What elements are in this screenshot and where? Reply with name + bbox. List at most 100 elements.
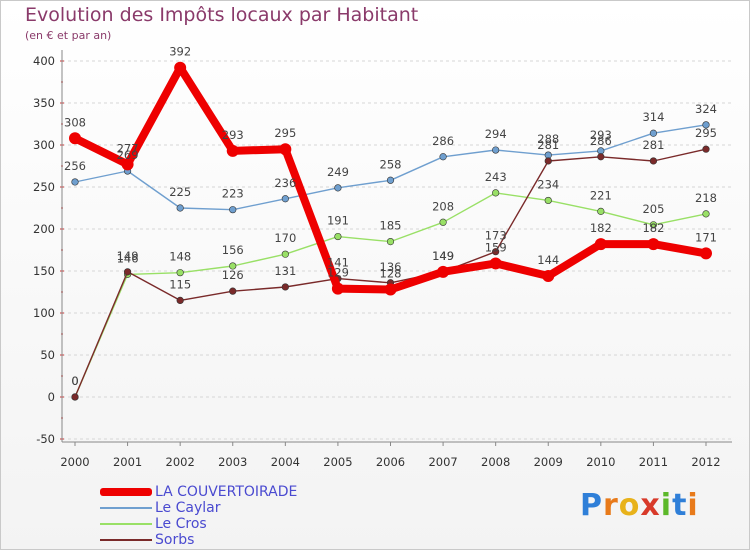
x-tick-label: 2001 <box>113 455 142 469</box>
x-tick-label: 2003 <box>218 455 247 469</box>
x-tick-label: 2007 <box>428 455 457 469</box>
data-label: 156 <box>222 243 244 257</box>
x-tick-label: 2004 <box>271 455 300 469</box>
data-label: 258 <box>380 157 402 171</box>
data-point <box>700 247 712 260</box>
data-label: 295 <box>695 126 717 140</box>
x-tick-label: 2012 <box>691 455 720 469</box>
legend-item: Le Cros <box>100 516 430 532</box>
data-point <box>492 248 500 256</box>
data-label: 0 <box>71 374 78 388</box>
data-point <box>492 189 500 197</box>
legend-item: Sorbs <box>100 532 430 548</box>
data-point <box>334 232 342 241</box>
data-point <box>176 204 184 212</box>
data-label: 182 <box>590 221 612 235</box>
data-label: 170 <box>274 231 296 245</box>
data-point <box>281 283 289 291</box>
data-point <box>334 184 342 192</box>
data-label: 295 <box>274 126 296 140</box>
data-point <box>226 144 239 157</box>
data-label: 324 <box>695 102 717 116</box>
chart-title: Evolution des Impôts locaux par Habitant <box>25 4 419 26</box>
data-label: 286 <box>432 134 454 148</box>
y-tick-label: 350 <box>33 96 55 110</box>
data-label: 185 <box>380 219 402 233</box>
data-label: 286 <box>590 134 612 148</box>
data-label: 308 <box>64 115 86 129</box>
y-tick-label: 100 <box>33 306 55 320</box>
data-point <box>69 132 81 145</box>
legend-swatch <box>100 507 152 509</box>
data-label: 149 <box>432 249 454 263</box>
y-tick-label: 250 <box>33 180 55 194</box>
data-point <box>437 265 450 278</box>
data-point <box>386 176 395 184</box>
data-point <box>439 153 447 161</box>
data-point <box>71 178 79 186</box>
data-point <box>649 157 658 165</box>
x-tick-label: 2000 <box>60 455 89 469</box>
x-tick-label: 2005 <box>323 455 352 469</box>
legend-label: Sorbs <box>155 532 195 548</box>
data-point <box>647 238 660 251</box>
x-tick-label: 2006 <box>376 455 405 469</box>
data-label: 136 <box>380 260 402 274</box>
data-point <box>279 143 292 156</box>
data-point <box>702 210 710 218</box>
data-label: 0 <box>71 374 78 388</box>
data-point <box>229 287 237 295</box>
data-point <box>281 195 289 203</box>
data-point <box>542 270 555 283</box>
data-point <box>71 393 79 401</box>
legend-item: Le Caylar <box>100 500 430 516</box>
data-point <box>492 146 500 154</box>
y-tick-label: -50 <box>36 432 55 446</box>
data-label: 243 <box>485 170 507 184</box>
legend-item: LA COUVERTOIRADE <box>100 484 430 500</box>
data-point <box>331 282 344 295</box>
y-tick-label: 50 <box>40 348 55 362</box>
data-point <box>702 145 710 153</box>
data-label: 293 <box>222 128 244 142</box>
y-tick-label: 0 <box>48 390 55 404</box>
y-tick-label: 200 <box>33 222 55 236</box>
data-point <box>702 121 710 129</box>
legend-label: Le Cros <box>155 516 207 532</box>
data-label: 269 <box>117 148 139 162</box>
x-tick-label: 2008 <box>481 455 510 469</box>
chart-legend: LA COUVERTOIRADE Le Caylar Le Cros Sorbs <box>100 484 430 548</box>
legend-label: LA COUVERTOIRADE <box>155 484 298 500</box>
data-label: 277 <box>117 141 139 155</box>
data-point <box>597 153 605 161</box>
legend-swatch <box>100 523 152 525</box>
y-tick-label: 400 <box>33 54 55 68</box>
data-label: 149 <box>432 249 454 263</box>
data-label: 281 <box>537 138 559 152</box>
legend-swatch <box>100 539 152 541</box>
data-point <box>544 196 552 205</box>
data-label: 293 <box>590 128 612 142</box>
data-label: 126 <box>222 268 244 282</box>
data-label: 218 <box>695 191 717 205</box>
data-point <box>176 269 184 277</box>
data-point <box>174 61 187 74</box>
data-label: 205 <box>642 202 664 216</box>
data-label: 182 <box>642 221 664 235</box>
data-point <box>121 158 134 171</box>
y-tick-label: 300 <box>33 138 55 152</box>
data-label: 141 <box>327 256 349 270</box>
data-label: 173 <box>485 229 507 243</box>
data-point <box>544 157 552 165</box>
data-label: 225 <box>169 185 191 199</box>
data-label: 131 <box>274 264 296 278</box>
data-label: 208 <box>432 199 454 213</box>
data-point <box>489 257 502 270</box>
data-point <box>176 296 184 305</box>
data-label: 149 <box>117 249 139 263</box>
data-label: 171 <box>695 230 717 244</box>
legend-swatch <box>100 488 152 496</box>
data-label: 115 <box>169 277 191 291</box>
y-tick-label: 150 <box>33 264 55 278</box>
